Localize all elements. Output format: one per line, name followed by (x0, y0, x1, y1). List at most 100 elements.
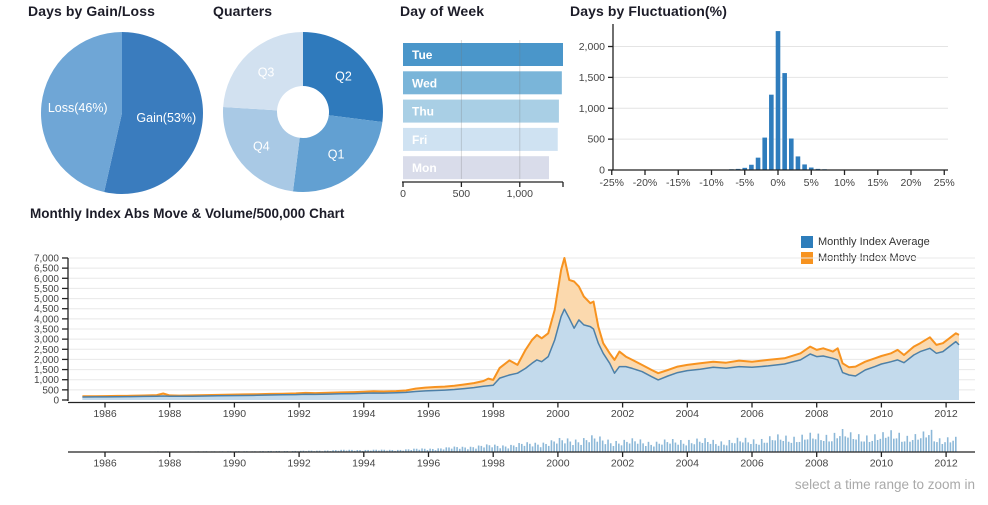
volume-bar (777, 434, 779, 452)
volume-bar (866, 435, 868, 452)
volume-bar (523, 445, 526, 452)
svg-text:Q3: Q3 (258, 66, 275, 80)
volume-bar (766, 442, 768, 452)
svg-text:Q1: Q1 (328, 148, 345, 162)
volume-bar (928, 435, 930, 452)
dow-bar (403, 127, 558, 151)
volume-bar (310, 450, 313, 452)
volume-bar (450, 448, 453, 452)
svg-text:1986: 1986 (93, 408, 117, 420)
volume-bar (531, 446, 534, 452)
volume-bar (375, 449, 378, 452)
day-of-week-title: Day of Week (400, 3, 485, 19)
volume-bar (569, 441, 572, 452)
volume-bar (715, 444, 717, 452)
area-fill (82, 309, 959, 400)
volume-bar (812, 438, 814, 452)
fluctuation-chart: 0 500 1,000 1,500 2,000 -25% -20% -15% -10% -5% 0%… (579, 24, 955, 189)
volume-bar (906, 435, 909, 452)
volume-bar (798, 441, 801, 452)
hist-bar (742, 167, 748, 170)
svg-text:0: 0 (53, 396, 59, 407)
gain-loss-title: Days by Gain/Loss (28, 3, 155, 19)
volume-bar (488, 445, 491, 452)
volume-bar (844, 436, 847, 452)
volume-bar (955, 436, 957, 452)
volume-bar (593, 438, 596, 452)
svg-text:2010: 2010 (870, 458, 894, 470)
volume-bar (469, 446, 472, 452)
volume-bar (553, 441, 555, 452)
svg-text:2004: 2004 (676, 408, 700, 420)
volume-bar (868, 441, 871, 452)
volume-bar (512, 445, 515, 452)
svg-text:-5%: -5% (735, 177, 754, 189)
volume-bar (582, 438, 585, 452)
svg-text:2,500: 2,500 (34, 345, 59, 356)
volume-bar (556, 443, 558, 452)
svg-text:15%: 15% (867, 177, 888, 189)
volume-bar (507, 448, 510, 452)
volume-bar (825, 434, 828, 452)
hist-bar (769, 94, 774, 170)
volume-bar (558, 437, 561, 452)
volume-bar (755, 443, 758, 452)
volume-bar (814, 439, 817, 452)
volume-bar (529, 443, 531, 452)
volume-bar (467, 449, 469, 452)
volume-bar (545, 443, 547, 452)
volume-bar (874, 434, 876, 452)
volume-bar (671, 439, 674, 452)
svg-text:5,000: 5,000 (34, 294, 59, 305)
volume-bar (534, 442, 537, 452)
volume-bar (580, 444, 582, 452)
svg-text:2008: 2008 (805, 458, 829, 470)
donut-slice (223, 32, 303, 111)
area-fill (82, 258, 959, 400)
volume-bar (410, 450, 413, 452)
volume-bar (620, 445, 623, 452)
volume-bar (399, 449, 402, 452)
volume-bar (429, 448, 431, 452)
volume-bar (801, 434, 803, 452)
svg-text:2012: 2012 (934, 408, 958, 420)
svg-text:0: 0 (599, 165, 605, 177)
hist-bar (755, 157, 761, 170)
svg-text:1996: 1996 (417, 408, 441, 420)
volume-bar (380, 449, 383, 452)
legend-item-average[interactable]: Monthly Index Average (801, 234, 930, 250)
volume-bar (944, 442, 946, 452)
fluctuation-title: Days by Fluctuation(%) (570, 3, 727, 19)
volume-bar (728, 439, 731, 452)
volume-bar (388, 449, 391, 452)
volume-bar (413, 448, 415, 452)
volume-bar (626, 441, 628, 452)
volume-bar (634, 441, 636, 452)
dow-bar (403, 71, 562, 95)
volume-bar (804, 439, 806, 452)
volume-bar (477, 445, 480, 452)
svg-text:2002: 2002 (611, 408, 635, 420)
volume-bar (405, 449, 407, 452)
volume-bar (871, 440, 874, 452)
volume-bar (841, 429, 844, 452)
volume-bar (852, 439, 855, 452)
volume-bar (542, 442, 545, 452)
day-of-week-chart: Tue Wed Thu Fri Mon 0 500 1,000 (400, 40, 564, 200)
hist-bar (775, 31, 781, 170)
volume-bar (663, 439, 666, 452)
monthly-chart[interactable]: 05001,0001,5002,0002,5003,0003,5004,0004… (0, 225, 988, 505)
volume-bar (636, 443, 639, 452)
volume-bar (709, 443, 712, 452)
svg-text:1994: 1994 (352, 408, 376, 420)
volume-bar (925, 437, 927, 452)
svg-text:Mon: Mon (412, 161, 437, 175)
svg-text:-15%: -15% (666, 177, 691, 189)
volume-bar (607, 439, 609, 452)
donut-slice (222, 106, 300, 192)
volume-bar (650, 444, 652, 452)
volume-bar (685, 445, 688, 452)
hist-bar (782, 73, 787, 170)
volume-bar (539, 447, 542, 452)
